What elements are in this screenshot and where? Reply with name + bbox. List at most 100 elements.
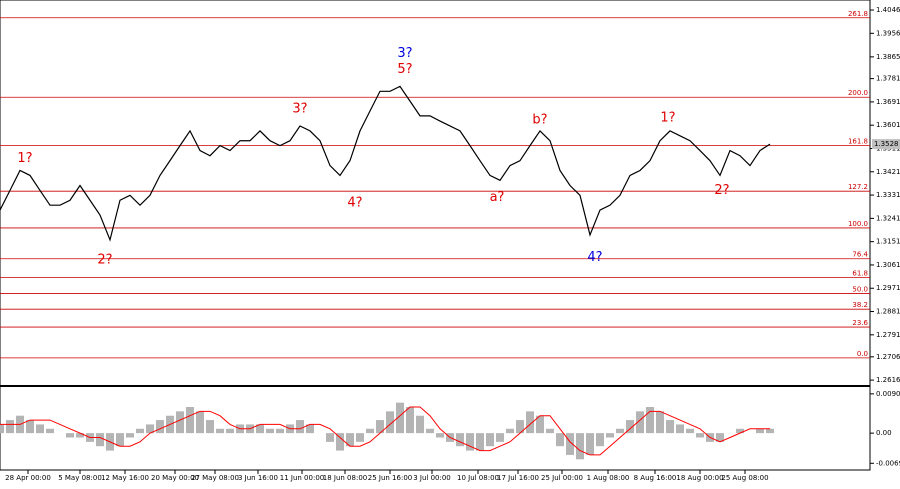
macd-bar xyxy=(556,433,564,447)
macd-bar xyxy=(526,411,534,434)
x-tick-label: 17 Jul 16:00 xyxy=(497,474,539,482)
macd-bar xyxy=(136,428,144,434)
fib-label: 100.0 xyxy=(848,220,868,228)
y-tick-label: 1.3601 xyxy=(876,121,900,129)
macd-bar xyxy=(6,420,14,434)
x-tick-label: 25 Jun 16:00 xyxy=(368,474,412,482)
wave-label: 1? xyxy=(17,151,32,166)
macd-bar xyxy=(186,406,194,434)
fib-label: 50.0 xyxy=(852,285,868,293)
macd-bar xyxy=(636,411,644,434)
wave-label: 2? xyxy=(97,252,112,267)
x-tick-label: 12 May 16:00 xyxy=(101,474,149,482)
macd-bar xyxy=(396,402,404,434)
macd-bar xyxy=(276,428,284,434)
fib-label: 76.4 xyxy=(852,251,868,259)
y-tick-label: 1.4046 xyxy=(876,6,900,14)
macd-bar xyxy=(306,424,314,434)
y-tick-label: 0.00901 xyxy=(876,390,900,398)
macd-bar xyxy=(326,433,334,442)
macd-bar xyxy=(486,433,494,447)
fib-label: 261.8 xyxy=(848,10,868,18)
wave-label: 1? xyxy=(660,110,675,125)
macd-bar xyxy=(566,433,574,455)
x-tick-label: 25 Aug 08:00 xyxy=(721,474,768,482)
macd-bar xyxy=(76,433,84,438)
y-tick-label: 1.3781 xyxy=(876,75,900,83)
macd-bar xyxy=(146,424,154,434)
y-tick-label: 1.3331 xyxy=(876,191,900,199)
x-tick-label: 20 May 00:00 xyxy=(151,474,199,482)
macd-bar xyxy=(116,433,124,447)
macd-bar xyxy=(756,428,764,434)
macd-bar xyxy=(346,433,354,447)
wave-label: 5? xyxy=(397,62,412,77)
plot-frame xyxy=(0,0,871,471)
fib-label: 61.8 xyxy=(852,270,868,278)
x-tick-label: 3 Jun 16:00 xyxy=(238,474,278,482)
macd-bar xyxy=(406,406,414,434)
macd-bar xyxy=(266,428,274,434)
macd-bar xyxy=(466,433,474,451)
macd-bar xyxy=(616,428,624,434)
last-price-label: 1.3528 xyxy=(874,140,899,148)
wave-label: 4? xyxy=(587,250,602,265)
macd-bar xyxy=(606,433,614,438)
macd-bar xyxy=(416,415,424,434)
macd-bar xyxy=(676,424,684,434)
macd-bar xyxy=(546,428,554,434)
y-tick-label: 1.3956 xyxy=(876,29,900,37)
y-tick-label: 1.3421 xyxy=(876,168,900,176)
wave-label: 4? xyxy=(347,196,362,211)
x-tick-label: 28 Apr 00:00 xyxy=(5,474,51,482)
x-tick-label: 1 Aug 08:00 xyxy=(587,474,630,482)
macd-bar xyxy=(476,433,484,451)
macd-bar xyxy=(386,411,394,434)
x-tick-label: 11 Jun 00:00 xyxy=(280,474,324,482)
macd-bar xyxy=(206,420,214,434)
wave-label: 3? xyxy=(292,102,307,117)
y-tick-label: 1.3691 xyxy=(876,98,900,106)
last-price-box xyxy=(872,139,900,150)
macd-bar xyxy=(686,428,694,434)
fib-label: 127.2 xyxy=(848,183,868,191)
macd-bar xyxy=(156,420,164,434)
macd-bar xyxy=(646,406,654,434)
macd-bar xyxy=(436,433,444,438)
y-tick-label: 1.3241 xyxy=(876,214,900,222)
y-tick-label: 1.2706 xyxy=(876,353,900,361)
y-tick-label: 1.3151 xyxy=(876,238,900,246)
x-tick-label: 10 Jul 08:00 xyxy=(457,474,499,482)
macd-bar xyxy=(496,433,504,442)
x-tick-label: 27 May 08:00 xyxy=(191,474,239,482)
fib-label: 200.0 xyxy=(848,89,868,97)
y-tick-label: 1.2791 xyxy=(876,331,900,339)
y-tick-label: 0.00 xyxy=(876,429,892,437)
macd-bar xyxy=(216,428,224,434)
x-tick-label: 18 Aug 00:00 xyxy=(676,474,723,482)
x-tick-label: 25 Jul 00:00 xyxy=(541,474,583,482)
x-tick-label: 8 Aug 16:00 xyxy=(634,474,677,482)
macd-bar xyxy=(336,433,344,451)
fib-label: 161.8 xyxy=(848,138,868,146)
y-tick-label: 1.2616 xyxy=(876,376,900,384)
wave-label: 2? xyxy=(714,183,729,198)
macd-bar xyxy=(46,428,54,434)
macd-bar xyxy=(36,424,44,434)
macd-bar xyxy=(26,420,34,434)
macd-bar xyxy=(586,433,594,455)
macd-bar xyxy=(456,433,464,447)
macd-bar xyxy=(506,428,514,434)
macd-bar xyxy=(256,424,264,434)
macd-bar xyxy=(596,433,604,447)
y-tick-label: 1.2881 xyxy=(876,308,900,316)
macd-bar xyxy=(576,433,584,460)
fib-label: 23.6 xyxy=(852,319,868,327)
macd-bar xyxy=(716,433,724,442)
wave-label: a? xyxy=(490,190,505,205)
macd-bar xyxy=(366,428,374,434)
price-line xyxy=(0,85,771,242)
signal-line xyxy=(0,406,770,456)
macd-bar xyxy=(226,428,234,434)
